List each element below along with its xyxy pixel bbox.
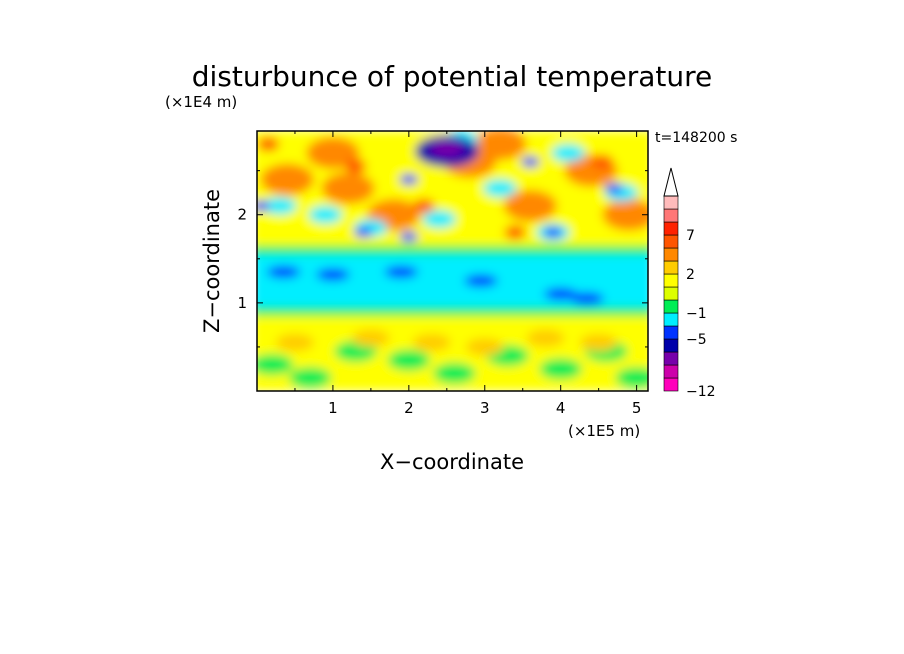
colorbar-swatch	[663, 299, 679, 314]
upper-cyan-patch	[551, 144, 585, 162]
colorbar-label: −12	[686, 384, 716, 400]
colorbar-swatch	[663, 377, 679, 392]
lower-green-patch	[387, 349, 431, 371]
chart-title: disturbunce of potential temperature	[192, 60, 713, 93]
upper-blue-patch	[521, 156, 540, 168]
lower-orange-patch	[465, 338, 504, 356]
colorbar-swatch	[663, 286, 679, 301]
colorbar-label: 2	[686, 267, 695, 283]
colorbar-swatch	[663, 338, 679, 353]
colorbar-swatch	[663, 260, 679, 275]
x-tick-label: 1	[328, 399, 338, 417]
colorbar-swatch	[663, 312, 679, 327]
upper-orange-patch	[602, 198, 648, 231]
x-axis-unit: (×1E5 m)	[568, 422, 640, 440]
upper-blue-patch	[257, 200, 270, 212]
x-tick-label: 5	[632, 399, 642, 417]
colorbar-swatch	[663, 208, 679, 223]
colorbar-swatch	[663, 351, 679, 366]
colorbar	[663, 167, 679, 392]
lower-orange-patch	[412, 333, 451, 352]
lower-orange-patch	[275, 333, 314, 352]
colorbar-swatch	[663, 247, 679, 262]
upper-orange-patch	[321, 172, 375, 205]
upper-red-patch	[257, 137, 280, 152]
band-green-lower	[257, 307, 648, 317]
colorbar-swatch	[663, 273, 679, 288]
y-tick-label: 1	[237, 294, 247, 312]
y-axis-unit: (×1E4 m)	[165, 93, 237, 111]
colorbar-swatch	[663, 221, 679, 236]
upper-cyan-patch	[483, 179, 517, 198]
plot-area	[257, 131, 648, 391]
upper-red-patch	[345, 159, 367, 174]
colorbar-label: 7	[686, 228, 695, 244]
lower-orange-patch	[579, 333, 618, 352]
upper-cyan-patch	[308, 205, 343, 224]
colorbar-swatch	[663, 364, 679, 379]
y-axis-label: Z−coordinate	[200, 189, 224, 333]
upper-red-patch	[413, 198, 435, 213]
upper-blue-patch	[399, 174, 418, 185]
x-axis-label: X−coordinate	[380, 450, 524, 474]
colorbar-swatch	[663, 325, 679, 340]
middle-blue-blob	[464, 274, 498, 287]
middle-blue-blob	[570, 292, 604, 305]
middle-blue-blob	[384, 265, 418, 279]
lower-green-patch	[539, 358, 582, 380]
upper-cyan-patch	[422, 210, 456, 228]
x-tick-label: 4	[556, 399, 566, 417]
upper-orange-patch	[503, 190, 557, 222]
upper-red-patch	[504, 225, 526, 240]
plot-frame	[256, 130, 649, 392]
x-tick-label: 3	[480, 399, 490, 417]
colorbar-extend-arrow	[663, 167, 679, 197]
upper-blue-patch	[604, 183, 623, 194]
upper-orange-patch	[260, 163, 314, 196]
colorbar-label: −5	[686, 332, 707, 348]
y-tick-label: 2	[237, 206, 247, 224]
middle-blue-blob	[543, 287, 578, 301]
y-axis-ticks: 12	[237, 170, 648, 348]
colorbar-label: −1	[686, 306, 707, 322]
upper-blue-patch	[543, 227, 563, 238]
middle-blue-blob	[316, 268, 350, 281]
cell-purple	[430, 140, 464, 157]
lower-orange-patch	[351, 329, 390, 347]
band-green-upper	[257, 245, 648, 255]
time-label: t=148200 s	[655, 130, 737, 146]
x-tick-label: 2	[404, 399, 414, 417]
upper-orange-patch	[473, 131, 527, 161]
upper-blue-patch	[354, 227, 373, 238]
x-axis-ticks: 1 2 3 4 5	[294, 131, 642, 417]
colorbar-swatch	[663, 234, 679, 249]
contour-field	[257, 131, 648, 391]
colorbar-swatch	[663, 195, 679, 210]
lower-green-patch	[257, 353, 294, 376]
middle-blue-blob	[266, 265, 301, 279]
upper-red-patch	[591, 154, 614, 169]
upper-orange-patch	[306, 137, 360, 169]
colorbar-labels: −12−5−127	[686, 228, 716, 400]
upper-cyan-patch	[263, 197, 297, 215]
lower-green-patch	[615, 367, 648, 389]
lower-orange-patch	[526, 329, 565, 347]
upper-blue-patch	[399, 231, 418, 243]
lower-green-patch	[433, 362, 476, 384]
lower-green-patch	[288, 367, 332, 389]
